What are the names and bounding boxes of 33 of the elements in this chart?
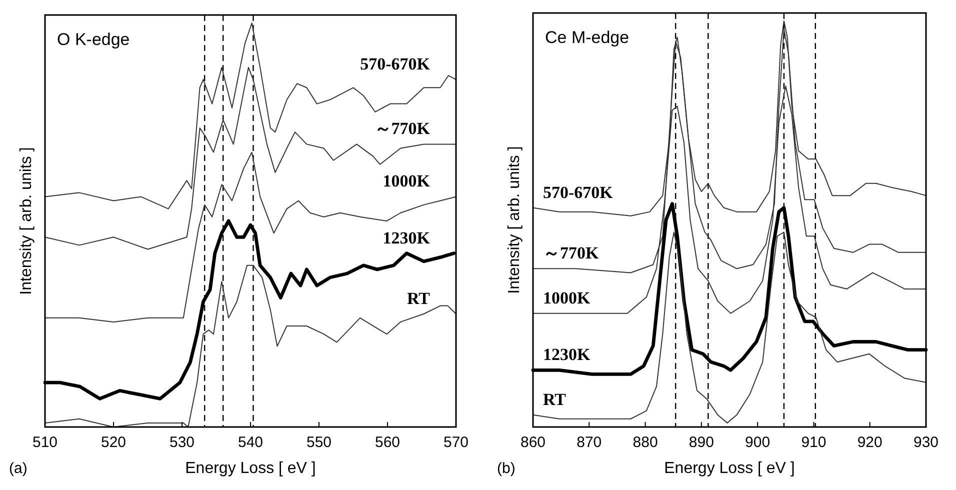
series-label: 1000K (382, 172, 431, 191)
text: (a) (9, 460, 28, 477)
x-tick-label: 890 (688, 434, 714, 451)
text: (b) (497, 460, 516, 477)
x-tick-label: 930 (913, 434, 939, 451)
series-label: 1230K (382, 228, 431, 248)
series-label: 570-670K (543, 182, 614, 202)
x-tick-label: 880 (632, 434, 658, 451)
x-tick-label: 870 (576, 434, 602, 451)
series-label: ～770K (374, 119, 431, 138)
chart-title: O K-edge (57, 30, 130, 49)
series-label: 1230K (543, 345, 591, 364)
x-tick-label: 540 (238, 434, 264, 451)
series-label: RT (543, 390, 567, 409)
x-axis-title: Energy Loss [ eV ] (185, 460, 316, 477)
x-tick-label: 570 (443, 434, 469, 451)
x-tick-label: 900 (745, 434, 770, 451)
chart-title: Ce M-edge (545, 28, 630, 47)
series-label: 1000K (543, 288, 591, 308)
x-tick-label: 520 (100, 434, 126, 451)
x-tick-label: 560 (374, 434, 400, 451)
series-label: ～770K (543, 244, 600, 263)
series-label: RT (406, 288, 431, 308)
x-tick-label: 550 (306, 434, 332, 451)
x-tick-label: 910 (801, 434, 826, 451)
y-axis-title: Intensity [ arb. units ] (18, 147, 35, 295)
x-tick-label: 530 (169, 434, 195, 451)
series-label: 570-670K (360, 54, 431, 74)
x-tick-label: 860 (520, 434, 546, 451)
x-axis-title: Energy Loss [ eV ] (664, 460, 795, 477)
x-tick-label: 510 (32, 434, 58, 451)
x-tick-label: 920 (857, 434, 882, 451)
y-axis-title: Intensity [ arb. units ] (506, 146, 523, 294)
